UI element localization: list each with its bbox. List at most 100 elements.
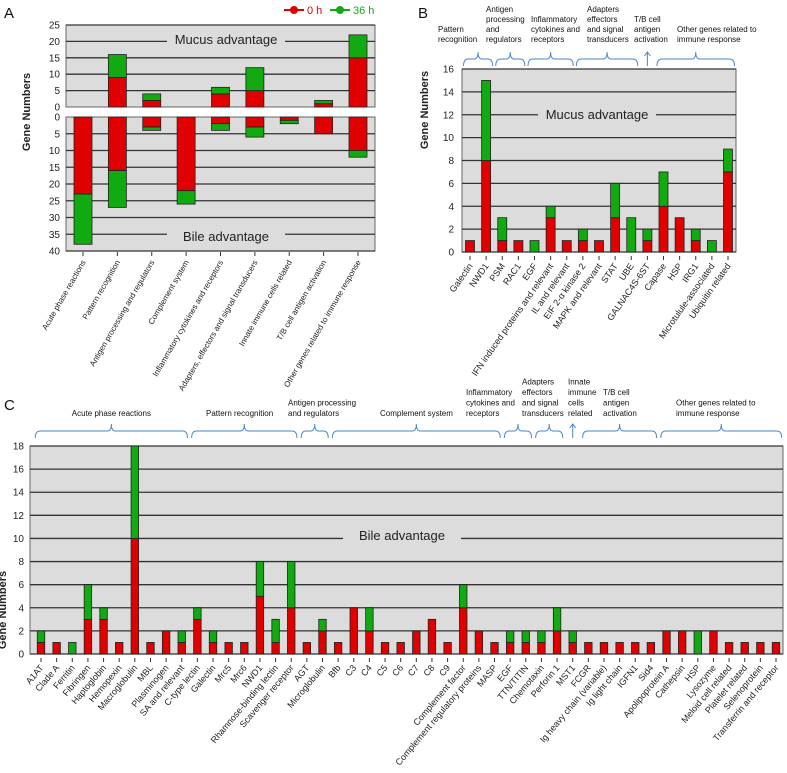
- bar-0h: [396, 642, 405, 655]
- category-label: STAT: [599, 261, 620, 285]
- group-label-line: Antigen processing: [288, 399, 356, 408]
- bar-36h-mucus: [348, 34, 368, 59]
- bar-36h: [545, 205, 556, 219]
- bar-36h: [693, 630, 702, 655]
- category-label: Bfb: [326, 663, 342, 680]
- group-label-line: cells: [568, 399, 584, 408]
- y-tick-label: 0: [54, 113, 60, 124]
- bar-0h: [771, 642, 781, 655]
- y-tick-label: 25: [49, 196, 61, 207]
- bar-36h: [723, 148, 733, 173]
- bar-36h: [271, 618, 280, 643]
- group-label-line: processing: [486, 15, 525, 24]
- group-label: Other genes related to immune response: [676, 399, 756, 419]
- group-label: Pattern recognition: [438, 25, 477, 44]
- bar-36h: [610, 182, 621, 219]
- bar-0h: [318, 630, 327, 655]
- bar-0h: [577, 240, 588, 253]
- bar-0h-bile: [107, 116, 127, 171]
- group-label-line: effectors: [587, 15, 618, 24]
- bar-0h: [459, 607, 468, 655]
- group-bracket: [582, 423, 658, 439]
- bar-0h: [208, 642, 218, 655]
- bar-0h: [521, 642, 530, 655]
- category-label: RAC1: [501, 261, 523, 286]
- group-label: Inflammatory cytokines and receptors: [531, 15, 580, 44]
- panel-b-letter: B: [418, 5, 428, 22]
- group-label: T/B cell antigen activation: [634, 15, 668, 44]
- bar-0h: [610, 217, 621, 253]
- y-tick-label: 2: [18, 626, 24, 637]
- group-label-line: antigen: [603, 399, 629, 408]
- category-label: C6: [390, 663, 405, 678]
- category-label: C4: [359, 663, 374, 678]
- group-bracket: [331, 423, 501, 439]
- group-label-line: recognition: [438, 35, 477, 44]
- bar-0h: [349, 607, 358, 655]
- bar-0h: [756, 642, 765, 655]
- group-label-line: immune response: [677, 35, 741, 44]
- bar-0h: [380, 642, 390, 655]
- bar-0h: [465, 240, 475, 253]
- bar-0h: [568, 642, 577, 655]
- y-tick-label: 16: [13, 465, 25, 476]
- bar-0h: [224, 642, 233, 655]
- y-axis-label: Gene Numbers: [0, 571, 9, 649]
- bar-36h: [459, 584, 468, 609]
- panel-b-chart: 0 2 4 6 8 10 12 14 16 Mucus advantage Gene Numbers…: [419, 5, 757, 378]
- bar-36h: [497, 217, 508, 241]
- group-label-line: regulators: [486, 35, 522, 44]
- bar-0h: [481, 160, 492, 253]
- bar-0h: [662, 630, 671, 655]
- y-tick-label: 2: [448, 225, 454, 236]
- group-bracket: [463, 51, 494, 67]
- group-label-line: and regulators: [288, 409, 339, 418]
- bar-36h: [208, 630, 218, 643]
- y-tick-label: 10: [443, 133, 455, 144]
- bar-36h: [552, 607, 562, 632]
- group-label-line: activation: [603, 409, 637, 418]
- panel-c-chart: 0 2 4 6 8 10 12 14 16 18 Bile advantage Gene Number…: [0, 378, 784, 767]
- y-tick-label: 30: [49, 213, 61, 224]
- group-bracket: [34, 423, 188, 439]
- group-label-line: Pattern recognition: [206, 409, 273, 418]
- y-tick-label: 5: [54, 129, 60, 140]
- category-label: Pattern recognition: [81, 259, 122, 322]
- mucus-advantage-label-bg: [538, 107, 656, 123]
- group-bracket: [535, 423, 564, 439]
- bar-0h-mucus: [211, 93, 230, 108]
- group-bracket: [495, 51, 526, 67]
- group-label-line: receptors: [466, 409, 499, 418]
- mucus-advantage-label: Mucus advantage: [175, 32, 278, 47]
- bar-0h: [115, 642, 124, 655]
- bar-0h: [240, 642, 249, 655]
- bar-0h: [658, 205, 669, 253]
- bar-0h: [255, 595, 265, 655]
- bar-0h: [690, 240, 701, 253]
- panel-a-chart: 0 5 10 15 20 25 0 5 10 15 20 25 30 35 40 Mucus advantag…: [21, 21, 376, 393]
- group-bracket: [527, 51, 574, 67]
- group-label-line: related: [568, 409, 592, 418]
- bar-36h-mucus: [142, 93, 162, 101]
- bar-0h: [302, 642, 312, 655]
- group-label-line: Other genes related to: [677, 25, 757, 34]
- category-label: Antigen processing and regulators: [88, 259, 157, 369]
- group-label-line: activation: [634, 35, 668, 44]
- mucus-advantage-label-bg: [167, 32, 285, 48]
- y-axis-label: Gene Numbers: [21, 73, 33, 151]
- y-tick-label: 15: [49, 53, 61, 64]
- bar-0h: [365, 630, 374, 655]
- bar-36h-bile: [73, 193, 93, 245]
- bar-36h: [255, 561, 265, 597]
- y-tick-label: 10: [49, 146, 61, 157]
- group-label-line: cytokines and: [531, 25, 580, 34]
- y-tick-label: 10: [13, 534, 25, 545]
- bar-36h-mucus: [314, 100, 334, 105]
- bar-0h: [584, 642, 593, 655]
- group-label-line: cytokines and: [466, 399, 515, 408]
- bar-36h-bile: [142, 126, 162, 131]
- group-label-line: and signal: [522, 399, 559, 408]
- category-label: Acute phase reactions: [40, 259, 87, 332]
- bar-0h-bile: [245, 116, 265, 128]
- group-label: Inflammatory cytokines and receptors: [466, 388, 515, 418]
